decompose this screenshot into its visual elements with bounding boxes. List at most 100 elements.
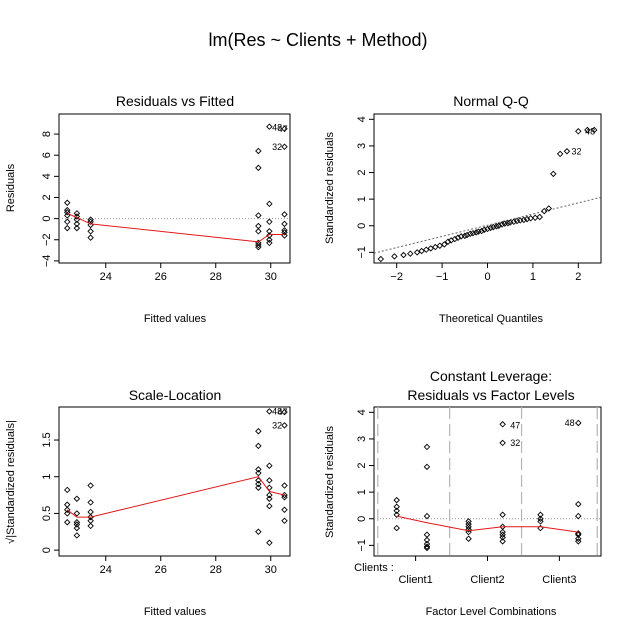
panel4-point-label-0: 47 <box>510 421 520 431</box>
panel3-point-29 <box>266 491 273 499</box>
panel2-point-3 <box>407 250 414 257</box>
panel2-ylabel: Standardized residuals <box>324 132 336 244</box>
panel3-frame <box>58 406 291 557</box>
panel2-point-4 <box>413 249 421 256</box>
panel2-xtick-label-0: −2 <box>390 271 403 283</box>
panel2-point-36 <box>520 216 528 224</box>
panel2-point-39 <box>531 214 539 222</box>
panel3-point-0 <box>64 486 71 494</box>
panel1-point-34 <box>281 220 288 228</box>
panel4-factor-label: Clients : <box>354 562 394 574</box>
panel2-point-33 <box>510 218 518 225</box>
panel4-point-37 <box>575 538 582 545</box>
panel2-point-18 <box>467 230 474 237</box>
panel2-point-8 <box>432 243 439 251</box>
panel4-ytick-label-0: −1 <box>356 539 368 552</box>
panel3-point-2 <box>64 506 71 513</box>
panel3-point-25 <box>266 408 273 415</box>
panel2-point-2 <box>400 251 407 259</box>
panel4-frame <box>373 406 602 557</box>
panel1-point-label-2: 32 <box>272 142 282 152</box>
panel4-ytick-label-4: 3 <box>356 436 368 442</box>
panel2-point-43 <box>550 170 557 178</box>
panel4-xlabel: Factor Level Combinations <box>426 606 557 618</box>
panel2-xlabel: Theoretical Quantiles <box>439 313 543 325</box>
panel3-xtick-label-1: 26 <box>155 564 167 576</box>
panel1-point-label-1: 47 <box>278 124 288 134</box>
panel2-point-46 <box>575 128 582 135</box>
panel3-ytick-label-3: 1.5 <box>41 432 53 447</box>
panel4-ytick-label-3: 2 <box>356 462 368 468</box>
panel4-point-8 <box>423 531 431 538</box>
panel3-point-38 <box>281 506 288 513</box>
panel1-point-26 <box>266 218 273 226</box>
panel4-subtitle: Residuals vs Factor Levels <box>407 387 574 403</box>
panel3-point-5 <box>73 495 81 502</box>
panel4-point-19 <box>499 421 506 428</box>
panel3-point-6 <box>73 510 81 517</box>
panel1-point-20 <box>255 228 262 235</box>
panel3-point-26 <box>266 462 273 469</box>
panel1-point-29 <box>266 236 273 243</box>
panel1-xtick-label-0: 24 <box>100 271 112 283</box>
panel4-ytick-label-5: 4 <box>356 409 368 415</box>
panel1-point-4 <box>64 218 71 226</box>
panel2-ytick-label-2: 1 <box>356 196 368 202</box>
panel4-point-18 <box>465 535 472 542</box>
panel2-point-47 <box>584 126 591 134</box>
panel4-point-28 <box>537 515 544 522</box>
panel2-ytick-label-4: 3 <box>356 143 368 149</box>
panel2-point-16 <box>461 232 469 240</box>
panel3-point-10 <box>73 532 81 539</box>
panel2-point-34 <box>513 217 521 225</box>
panel3-xlabel: Fitted values <box>144 606 207 618</box>
panel3-point-8 <box>73 521 81 528</box>
panel2-xtick-label-3: 1 <box>530 271 536 283</box>
panel1-point-10 <box>73 224 81 232</box>
panel3-point-27 <box>266 477 273 484</box>
panel2-point-40 <box>536 213 543 221</box>
panel4-point-12 <box>423 544 431 552</box>
panel4-point-20 <box>499 439 506 447</box>
panel4-point-16 <box>465 526 472 533</box>
panel2-point-14 <box>454 234 462 241</box>
panel1-point-33 <box>281 211 288 218</box>
panel4-point-32 <box>575 500 582 508</box>
panel3-point-30 <box>266 495 273 502</box>
panel3-point-4 <box>64 519 71 526</box>
panel2-xtick-label-2: 0 <box>484 271 490 283</box>
panel2-xtick-label-4: 2 <box>575 271 581 283</box>
panel1-ytick-label-6: 8 <box>41 131 53 137</box>
panel1-smoother-line <box>67 212 285 243</box>
panel4-point-2 <box>393 507 400 515</box>
panel4-ylabel: Standardized residuals <box>324 426 336 538</box>
panel4-point-26 <box>499 538 506 545</box>
panel4-point-27 <box>537 511 544 518</box>
panel3-point-23 <box>255 484 262 491</box>
panel4-ytick-label-2: 1 <box>356 489 368 495</box>
figure-title: lm(Res ~ Clients + Method) <box>208 30 427 50</box>
panel4-point-7 <box>423 512 431 520</box>
panel3-ytick-label-2: 1 <box>41 474 53 480</box>
panel2-point-42 <box>545 205 553 212</box>
panel2-ytick-label-1: 0 <box>356 223 368 229</box>
panel1-point-27 <box>266 228 273 235</box>
panel2-point-label-0: 48 <box>585 126 595 136</box>
panel2-point-26 <box>490 223 497 231</box>
panel3-point-label-1: 47 <box>278 407 288 417</box>
panel1-title: Residuals vs Fitted <box>116 93 234 109</box>
panel1-point-23 <box>255 243 262 251</box>
panel4-title: Constant Leverage: <box>430 368 552 384</box>
panel2-ytick-label-0: −1 <box>356 246 368 259</box>
panel3-xtick-label-0: 24 <box>100 564 112 576</box>
panel4-category-label-0: Client1 <box>398 574 432 586</box>
panel2-point-45 <box>563 148 571 155</box>
panel3-point-33 <box>281 408 288 416</box>
panel1-point-32 <box>281 143 288 150</box>
panel4-point-36 <box>575 535 582 542</box>
panel4-point-11 <box>423 543 431 550</box>
panel3-xtick-label-2: 28 <box>210 564 222 576</box>
panel3-point-28 <box>266 484 273 491</box>
